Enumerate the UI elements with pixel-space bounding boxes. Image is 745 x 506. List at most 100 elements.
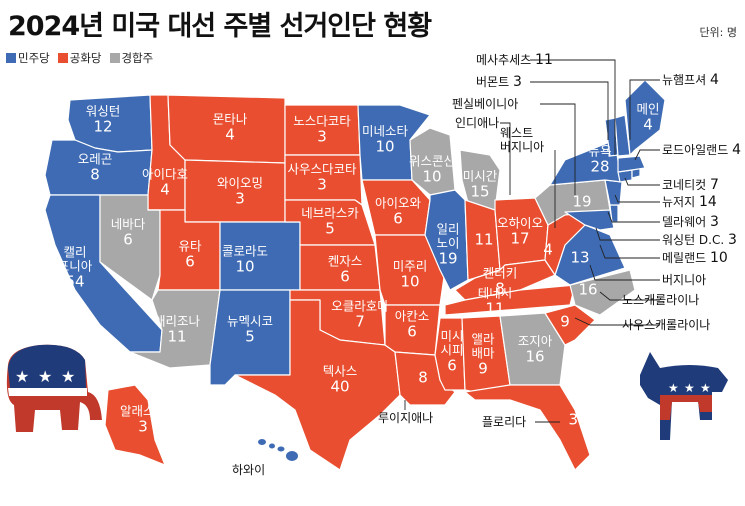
state-nc[interactable] <box>569 269 636 316</box>
legend-swatch <box>109 53 120 63</box>
state-fl[interactable] <box>464 384 591 471</box>
callout-ri: 로드아일랜드 4 <box>662 143 741 157</box>
state-name: 일리 <box>436 221 460 237</box>
state-sc[interactable] <box>544 304 596 346</box>
state-name: 켄자스 <box>327 253 363 269</box>
callout-count: 3 <box>512 74 522 90</box>
legend: 민주당 공화당 경합주 <box>6 50 153 66</box>
callout-text: 코네티컷 <box>662 178 707 192</box>
state-label-ny: 뉴욕 28 <box>588 144 611 176</box>
state-tx[interactable] <box>234 299 401 471</box>
elector-count: 3 <box>317 127 327 146</box>
state-name: 아이오와 <box>374 195 422 211</box>
state-label-az: 애리조나 11 <box>153 313 201 346</box>
callout-text: 플로리다 <box>482 415 527 429</box>
elector-count: 54 <box>65 272 85 291</box>
elector-count: 3 <box>138 417 148 436</box>
elector-count: 5 <box>325 219 335 238</box>
callout-va: 버지니아 <box>662 273 706 287</box>
elector-count: 10 <box>400 272 420 291</box>
elector-count: 3 <box>235 189 245 208</box>
state-label-or: 오레곤 8 <box>77 151 113 184</box>
elector-count: 11 <box>167 327 187 346</box>
state-name: 몬타나 <box>212 111 248 127</box>
state-name: 오레곤 <box>77 151 113 167</box>
state-ak[interactable] <box>104 384 166 466</box>
state-label-wv: 4 <box>543 240 553 259</box>
state-name: 네바다 <box>110 216 146 232</box>
callout-text: 펜실베이니아 <box>452 97 519 111</box>
state-name: 네브라스카 <box>301 205 359 221</box>
elector-count: 4 <box>543 240 553 259</box>
state-name: 켄터키 <box>482 265 518 281</box>
state-label-ak: 알래스카 3 <box>120 404 166 436</box>
state-label-tx: 텍사스 40 <box>322 363 358 396</box>
callout-count: 3 <box>710 214 719 230</box>
state-label-ks: 켄자스 6 <box>327 253 363 286</box>
callout-ma: 메사추세츠 11 <box>476 53 553 67</box>
callout-text: 메사추세츠 <box>476 53 532 67</box>
state-name: 애리조나 <box>153 313 201 329</box>
state-label-sc: 9 <box>560 313 570 331</box>
callout-text: 뉴저지 <box>662 195 696 209</box>
state-md[interactable] <box>564 209 615 231</box>
state-label-me: 메인 4 <box>636 102 659 134</box>
state-label-mo: 미주리 10 <box>392 258 428 291</box>
state-label-mn: 미네소타 10 <box>362 124 408 156</box>
state-name: 오하이오 <box>496 215 544 231</box>
state-name: 유타 <box>178 238 202 254</box>
state-label-fl: 30 <box>568 411 587 429</box>
elector-count: 4 <box>643 115 653 134</box>
callout-count: 4 <box>732 142 741 158</box>
elector-count: 4 <box>225 125 235 144</box>
state-label-ms: 미시 시피 6 <box>440 329 464 375</box>
state-name: 미시간 <box>462 168 498 184</box>
svg-text:★: ★ <box>15 367 29 386</box>
state-ma[interactable] <box>617 155 646 173</box>
state-name: 미주리 <box>392 258 428 274</box>
callout-ct: 코네티컷 7 <box>662 178 719 192</box>
elector-count: 6 <box>447 356 457 375</box>
elector-count: 16 <box>578 280 598 299</box>
callout-text: 버몬트 <box>476 75 510 89</box>
state-name: 아이다호 <box>141 166 189 182</box>
callout-text: 뉴햄프셔 <box>662 73 707 87</box>
svg-text:★: ★ <box>668 381 679 395</box>
callout-fl: 플로리다 <box>482 415 526 429</box>
state-label-nm: 뉴멕시코 5 <box>227 314 273 346</box>
page-title: 2024년 미국 대선 주별 선거인단 현황 <box>8 11 432 42</box>
state-label-wy: 와이오밍 3 <box>217 176 263 208</box>
callout-de: 델라웨어 3 <box>662 215 719 229</box>
unit-label: 단위: 명 <box>699 26 737 39</box>
state-label-va: 13 <box>570 249 589 267</box>
state-ny[interactable] <box>549 139 623 186</box>
state-name-line2: 시피 <box>440 342 464 358</box>
state-name: 오클라호마 <box>331 298 389 314</box>
callout-text: 로드아일랜드 <box>662 143 729 157</box>
state-name: 텍사스 <box>322 363 358 379</box>
state-name: 조지아 <box>517 333 553 349</box>
state-label-ar: 아칸소 6 <box>394 308 430 341</box>
elector-count: 17 <box>510 229 530 248</box>
state-label-la: 8 <box>418 369 428 387</box>
elector-count: 5 <box>245 327 255 346</box>
state-name-line2: 배마 <box>471 345 495 361</box>
state-label-ne: 네브라스카 5 <box>301 205 359 238</box>
state-label-mi: 미시간 15 <box>462 168 498 201</box>
state-name: 테네시 <box>477 285 513 301</box>
legend-label: 민주당 <box>18 51 50 65</box>
legend-item: 경합주 <box>109 50 153 66</box>
elector-count: 12 <box>93 117 113 136</box>
callout-text: 하와이 <box>232 463 266 477</box>
elector-count: 6 <box>407 322 417 341</box>
state-ga[interactable] <box>499 312 566 386</box>
svg-text:★: ★ <box>38 367 52 386</box>
state-label-oh: 오하이오 17 <box>496 215 544 248</box>
legend-swatch <box>57 53 68 63</box>
state-name: 아칸소 <box>394 308 430 324</box>
callout-wv: 웨스트 버지니아 <box>500 126 544 154</box>
state-il[interactable] <box>424 189 469 291</box>
state-label-wa: 워싱턴 12 <box>86 104 121 136</box>
callout-in: 인디애나 <box>455 116 499 130</box>
